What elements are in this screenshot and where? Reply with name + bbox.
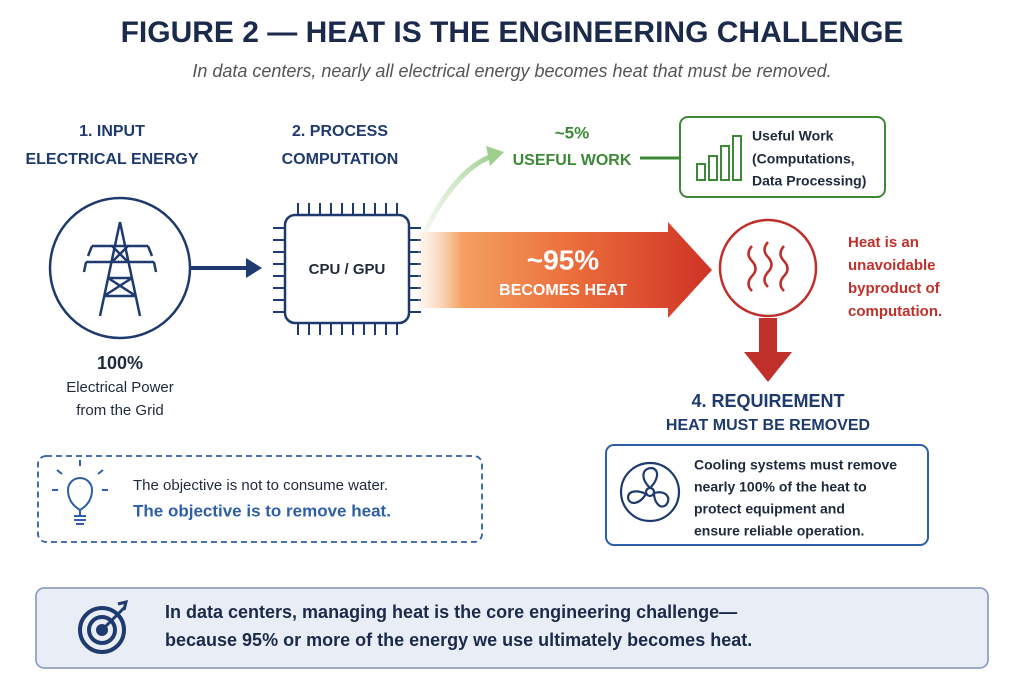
power-tower-icon [48, 196, 192, 340]
footer-text: because 95% or more of the energy we use… [165, 630, 752, 650]
useful-label: USEFUL WORK [513, 152, 632, 169]
icon-circle [48, 196, 192, 340]
target-ring [78, 606, 126, 654]
icon-circle [619, 461, 681, 523]
bulb-rays [52, 460, 108, 491]
heat-label: BECOMES HEAT [499, 282, 627, 299]
step-label: HEAT MUST BE REMOVED [666, 417, 870, 434]
down-arrow [744, 318, 792, 382]
footer-box [35, 587, 989, 669]
input-percent: 100% [97, 353, 143, 373]
fan-blades [626, 466, 670, 508]
heat-percent: ~95% [527, 244, 599, 275]
target-dart [100, 599, 129, 632]
bar-chart-icon [696, 135, 742, 181]
useful-box-text: Useful Work [752, 128, 834, 144]
step-heading: 1. INPUT [79, 123, 145, 140]
icon-circle [718, 218, 818, 318]
step-label: ELECTRICAL ENERGY [25, 151, 198, 168]
requirement-text: ensure reliable operation. [694, 523, 864, 539]
useful-box-text: (Computations, [752, 151, 855, 167]
bulb [66, 477, 94, 525]
requirement-text: Cooling systems must remove [694, 457, 897, 473]
icon-bar [708, 155, 718, 181]
step-heading: 4. REQUIREMENT [691, 391, 844, 411]
requirement-text: protect equipment and [694, 501, 845, 517]
chip-body [283, 213, 411, 325]
chip-label: CPU / GPU [309, 261, 386, 278]
heat-note: Heat is an [848, 234, 919, 251]
tower [82, 221, 158, 317]
input-caption: from the Grid [76, 402, 164, 419]
target-icon [78, 599, 129, 654]
footer-text: In data centers, managing heat is the co… [165, 602, 737, 622]
input-caption: Electrical Power [66, 379, 174, 396]
useful-box [679, 116, 886, 198]
heat-arrow [418, 222, 712, 318]
subtitle: In data centers, nearly all electrical e… [192, 61, 831, 81]
step-label: COMPUTATION [282, 151, 399, 168]
requirement-text: nearly 100% of the heat to [694, 479, 867, 495]
useful-percent: ~5% [555, 123, 590, 142]
objective-box [37, 455, 483, 543]
objective-emphasis: The objective is to remove heat. [133, 501, 391, 520]
heat-note: byproduct of [848, 280, 941, 297]
flow-arrow [190, 258, 262, 278]
requirement-box [605, 444, 929, 546]
objective-text: The objective is not to consume water. [133, 477, 388, 494]
lightbulb-icon [52, 460, 108, 525]
useful-box-text: Data Processing) [752, 173, 866, 189]
heat-note: computation. [848, 303, 942, 320]
arrow-head [246, 258, 262, 278]
fan-icon [619, 461, 681, 523]
icon-bar [720, 145, 730, 181]
chip-icon [273, 203, 421, 335]
heat-waves [747, 241, 789, 292]
heat-note: unavoidable [848, 257, 936, 274]
icon-bar [732, 135, 742, 181]
useful-arrow [422, 153, 493, 234]
step-heading: 2. PROCESS [292, 123, 388, 140]
heat-icon [718, 218, 818, 318]
useful-arrow-head [486, 146, 504, 166]
title: FIGURE 2 — HEAT IS THE ENGINEERING CHALL… [121, 16, 904, 49]
icon-bar [696, 163, 706, 181]
target-ring [87, 615, 117, 645]
